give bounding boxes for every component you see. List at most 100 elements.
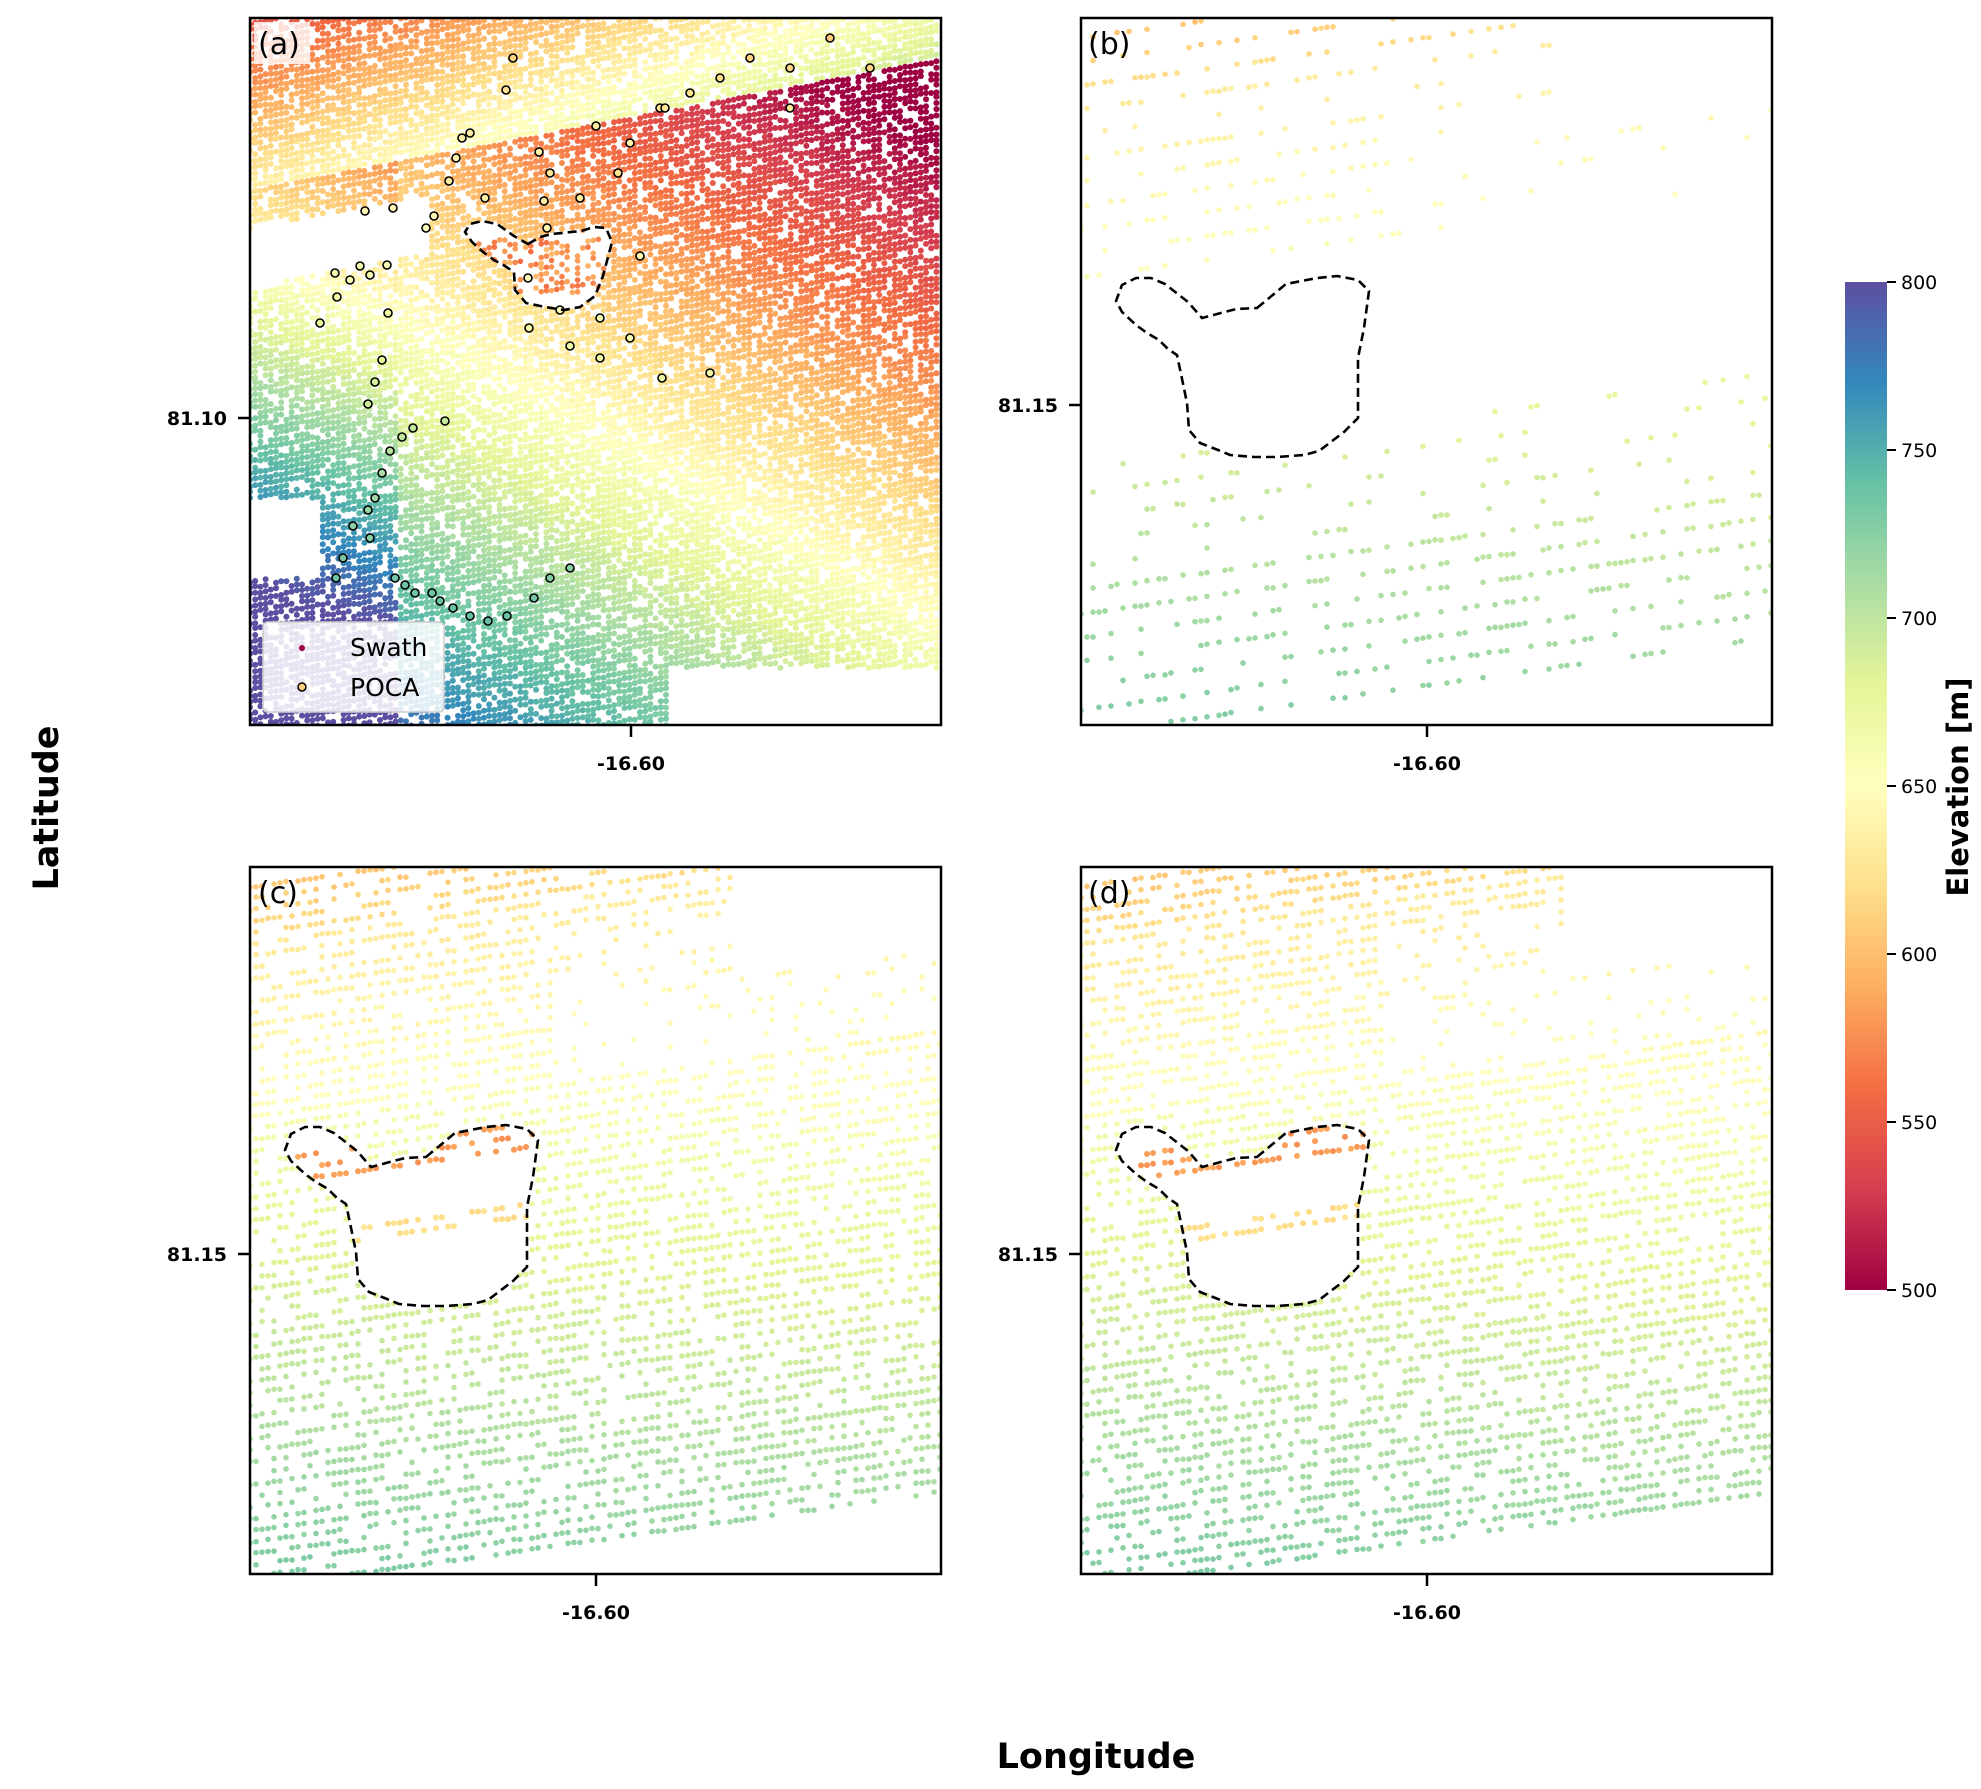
swath-point bbox=[579, 22, 586, 29]
swath-point bbox=[798, 71, 805, 78]
swath-point bbox=[413, 271, 420, 278]
swath-point bbox=[678, 286, 685, 293]
swath-point bbox=[569, 158, 576, 165]
swath-point bbox=[881, 243, 888, 250]
swath-point bbox=[735, 198, 742, 205]
swath-point bbox=[522, 95, 529, 102]
swath-point bbox=[735, 258, 742, 265]
swath-point bbox=[751, 189, 758, 196]
swath-point bbox=[278, 326, 285, 333]
swath-point bbox=[330, 287, 337, 293]
swath-point bbox=[715, 153, 721, 160]
swath-point bbox=[579, 161, 586, 168]
swath-point bbox=[715, 94, 721, 101]
swath-point bbox=[923, 108, 929, 115]
swath-point bbox=[325, 312, 331, 319]
swath-point bbox=[283, 73, 290, 80]
swath-point bbox=[439, 295, 446, 302]
swath-point bbox=[512, 241, 518, 248]
swath-point bbox=[829, 211, 836, 218]
swath-point bbox=[377, 73, 383, 80]
swath-point bbox=[819, 164, 825, 171]
swath-point bbox=[668, 240, 675, 247]
swath-point bbox=[377, 350, 383, 357]
swath-point bbox=[803, 228, 810, 235]
swath-point bbox=[397, 59, 404, 66]
swath-point bbox=[460, 256, 467, 263]
swath-point bbox=[371, 39, 378, 46]
swath-point bbox=[824, 54, 831, 61]
swath-point bbox=[559, 273, 565, 280]
swath-point bbox=[876, 214, 883, 221]
swath-point bbox=[325, 174, 331, 181]
swath-point bbox=[481, 162, 487, 169]
swath-point bbox=[829, 204, 836, 211]
swath-point bbox=[330, 323, 337, 330]
swath-point bbox=[491, 239, 498, 246]
swath-point bbox=[371, 21, 378, 27]
swath-point bbox=[288, 162, 295, 169]
swath-point bbox=[465, 20, 472, 27]
swath-point bbox=[257, 85, 264, 92]
swath-point bbox=[923, 115, 929, 122]
swath-point bbox=[533, 86, 539, 93]
swath-point bbox=[366, 27, 373, 34]
swath-point bbox=[803, 208, 810, 215]
swath-point bbox=[507, 271, 513, 278]
swath-point bbox=[678, 190, 685, 197]
swath-point bbox=[647, 131, 654, 138]
swath-point bbox=[408, 27, 415, 33]
swath-point bbox=[834, 220, 841, 227]
swath-point bbox=[725, 146, 732, 153]
swath-point bbox=[616, 65, 623, 72]
swath-point bbox=[366, 52, 373, 59]
swath-point bbox=[543, 144, 550, 151]
swath-point bbox=[512, 72, 519, 79]
swath-point bbox=[772, 215, 779, 222]
swath-point bbox=[382, 61, 389, 68]
swath-point bbox=[252, 188, 259, 194]
swath-point bbox=[782, 189, 789, 195]
swath-point bbox=[283, 307, 290, 314]
swath-point bbox=[756, 140, 763, 147]
swath-point bbox=[252, 75, 259, 81]
swath-point bbox=[720, 225, 727, 232]
swath-point bbox=[902, 195, 909, 202]
swath-point bbox=[267, 335, 274, 342]
swath-point bbox=[897, 142, 903, 149]
swath-point bbox=[382, 78, 389, 85]
swath-point bbox=[746, 46, 753, 53]
swath-point bbox=[559, 213, 565, 220]
swath-point bbox=[351, 169, 357, 176]
swath-point bbox=[611, 258, 617, 265]
swath-point bbox=[839, 225, 846, 232]
swath-point bbox=[522, 34, 529, 41]
swath-point bbox=[538, 229, 545, 236]
swath-point bbox=[912, 145, 919, 152]
swath-point bbox=[403, 116, 409, 123]
swath-point bbox=[512, 18, 519, 25]
swath-point bbox=[839, 63, 846, 70]
swath-point bbox=[403, 50, 409, 57]
swath-point bbox=[725, 206, 732, 213]
swath-point bbox=[845, 94, 851, 101]
swath-point bbox=[548, 251, 555, 257]
swath-point bbox=[741, 269, 747, 276]
swath-point bbox=[293, 354, 300, 361]
swath-point bbox=[621, 123, 628, 130]
swath-point bbox=[689, 51, 695, 58]
swath-point bbox=[673, 137, 680, 144]
swath-point bbox=[267, 208, 274, 215]
swath-point bbox=[652, 99, 659, 105]
swath-point bbox=[855, 216, 862, 223]
swath-point bbox=[507, 307, 513, 314]
swath-point bbox=[470, 122, 477, 129]
swath-point bbox=[309, 80, 316, 87]
swath-point bbox=[829, 120, 836, 127]
swath-point bbox=[392, 72, 399, 79]
swath-point bbox=[361, 280, 368, 287]
swath-point bbox=[278, 333, 285, 340]
swath-point bbox=[533, 212, 539, 218]
swath-point bbox=[325, 179, 331, 186]
swath-point bbox=[621, 63, 628, 70]
